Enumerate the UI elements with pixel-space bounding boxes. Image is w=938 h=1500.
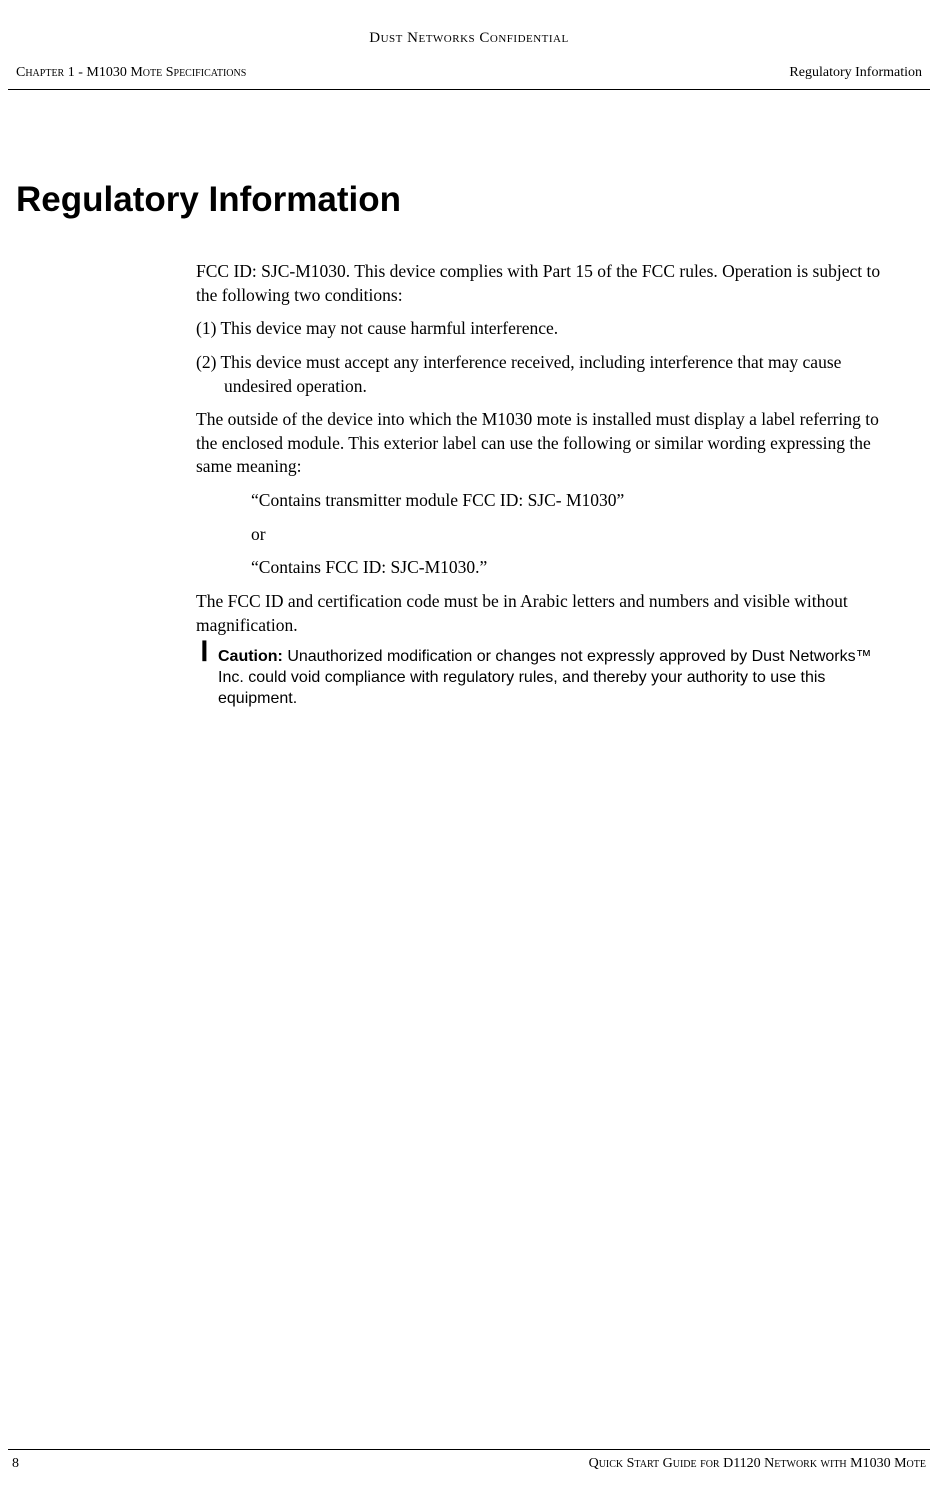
page-number: 8 [8, 1456, 19, 1472]
paragraph-intro: FCC ID: SJC-M1030. This device complies … [196, 260, 892, 307]
section-title: Regulatory Information [16, 180, 922, 220]
caution-label: Caution: [218, 648, 283, 665]
header-chapter: Chapter 1 - M1030 Mote Specifications [16, 65, 246, 81]
confidential-banner: Dust Networks Confidential [0, 30, 938, 47]
running-header: Chapter 1 - M1030 Mote Specifications Re… [8, 65, 930, 90]
label-wording-or: or [251, 523, 892, 547]
paragraph-label-req: The outside of the device into which the… [196, 408, 892, 479]
body-text: FCC ID: SJC-M1030. This device complies … [196, 260, 892, 710]
condition-2: (2) This device must accept any interfer… [196, 351, 892, 398]
caution-text: Unauthorized modification or changes not… [218, 648, 872, 707]
running-footer: 8 Quick Start Guide for D1120 Network wi… [8, 1449, 930, 1472]
label-wording-2: “Contains FCC ID: SJC-M1030.” [251, 556, 892, 580]
footer-doc-title: Quick Start Guide for D1120 Network with… [589, 1456, 930, 1472]
header-section: Regulatory Information [789, 65, 922, 81]
caution-note: ❙◦ Caution: Unauthorized modification or… [196, 647, 892, 709]
caution-icon: ❙◦ [196, 644, 213, 664]
paragraph-visibility: The FCC ID and certification code must b… [196, 590, 892, 637]
label-wording-1: “Contains transmitter module FCC ID: SJC… [251, 489, 892, 513]
condition-1: (1) This device may not cause harmful in… [196, 317, 892, 341]
